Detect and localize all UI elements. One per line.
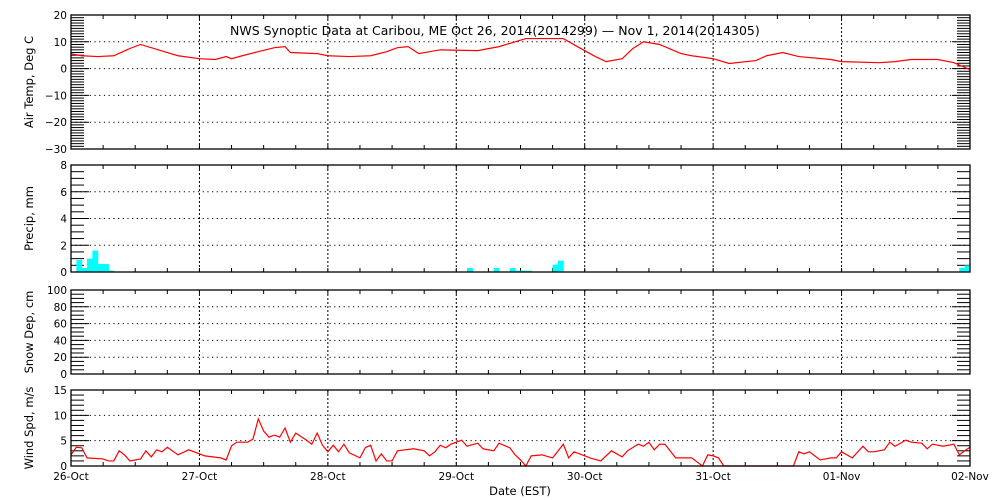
precip-bar — [515, 270, 521, 272]
precip-bar — [87, 258, 93, 272]
precip-bar — [525, 270, 532, 272]
precip-bar — [76, 259, 83, 272]
y-tick-label: 4 — [60, 214, 67, 226]
y-tick-label: 0 — [60, 461, 67, 473]
wind-panel: 15 10 5 0 Wind Spd, m/s 26-Oct 27-Oct 28-Oct 29-… — [22, 385, 989, 483]
x-axis-label: Date (EST) — [489, 484, 551, 498]
y-tick-label: 60 — [54, 319, 67, 331]
y-tick-label: 2 — [60, 240, 67, 252]
precip-bar — [552, 264, 559, 272]
y-tick-label: 10 — [54, 37, 67, 49]
x-tick-label: 29-Oct — [438, 471, 474, 483]
panel-frame — [70, 289, 971, 375]
x-tick-label: 27-Oct — [182, 471, 218, 483]
panel-frame — [70, 389, 971, 467]
y-tick-label: −10 — [45, 90, 67, 102]
precip-bar — [108, 270, 115, 272]
y-tick-label: −30 — [45, 144, 67, 156]
y-tick-label: 8 — [60, 160, 67, 172]
precip-bar — [493, 267, 500, 272]
x-tick-label: 31-Oct — [695, 471, 731, 483]
y-tick-label: 0 — [60, 267, 67, 279]
x-tick-label: 02-Nov — [951, 471, 989, 483]
x-tick-label: 26-Oct — [53, 471, 89, 483]
y-axis-label: Wind Spd, m/s — [22, 387, 36, 470]
y-tick-label: 10 — [54, 410, 67, 422]
y-tick-label: 15 — [54, 385, 67, 397]
x-tick-label: 30-Oct — [567, 471, 603, 483]
precip-panel: 8 6 4 2 0 Precip, mm — [22, 160, 971, 279]
precip-bar — [466, 267, 473, 272]
precip-bar — [81, 267, 88, 272]
snow-panel: 100 80 60 40 20 0 Snow Dep, cm — [22, 285, 971, 381]
y-axis-label: Precip, mm — [22, 186, 36, 251]
temp-panel: 20 10 0 −10 −20 −30 Air Temp, Deg C — [22, 10, 971, 156]
precip-bar — [92, 250, 99, 272]
y-axis-label: Snow Dep, cm — [22, 291, 36, 374]
precip-bar — [520, 270, 527, 272]
y-axis-label: Air Temp, Deg C — [22, 36, 36, 128]
precip-bar — [964, 265, 971, 272]
precip-bar — [103, 263, 109, 272]
y-tick-label: 6 — [60, 187, 67, 199]
wind-line — [70, 417, 971, 468]
panel-frame — [70, 14, 971, 150]
y-tick-label: 0 — [60, 64, 67, 76]
y-tick-label: −20 — [45, 117, 67, 129]
y-tick-label: 100 — [47, 285, 67, 297]
y-tick-label: 40 — [54, 335, 67, 347]
panel-frame — [70, 164, 971, 273]
y-tick-label: 20 — [54, 352, 67, 364]
x-tick-label: 01-Nov — [823, 471, 861, 483]
precip-bar — [959, 267, 966, 272]
y-tick-label: 5 — [60, 436, 67, 448]
y-tick-label: 20 — [54, 10, 67, 22]
y-tick-label: 0 — [60, 369, 67, 381]
chart-title: NWS Synoptic Data at Caribou, ME Oct 26,… — [230, 23, 760, 38]
y-tick-label: 80 — [54, 302, 67, 314]
x-tick-label: 28-Oct — [310, 471, 346, 483]
precip-bar — [509, 267, 516, 272]
precip-bar — [97, 263, 104, 272]
temp-line — [70, 37, 971, 71]
precip-bar — [557, 260, 564, 272]
